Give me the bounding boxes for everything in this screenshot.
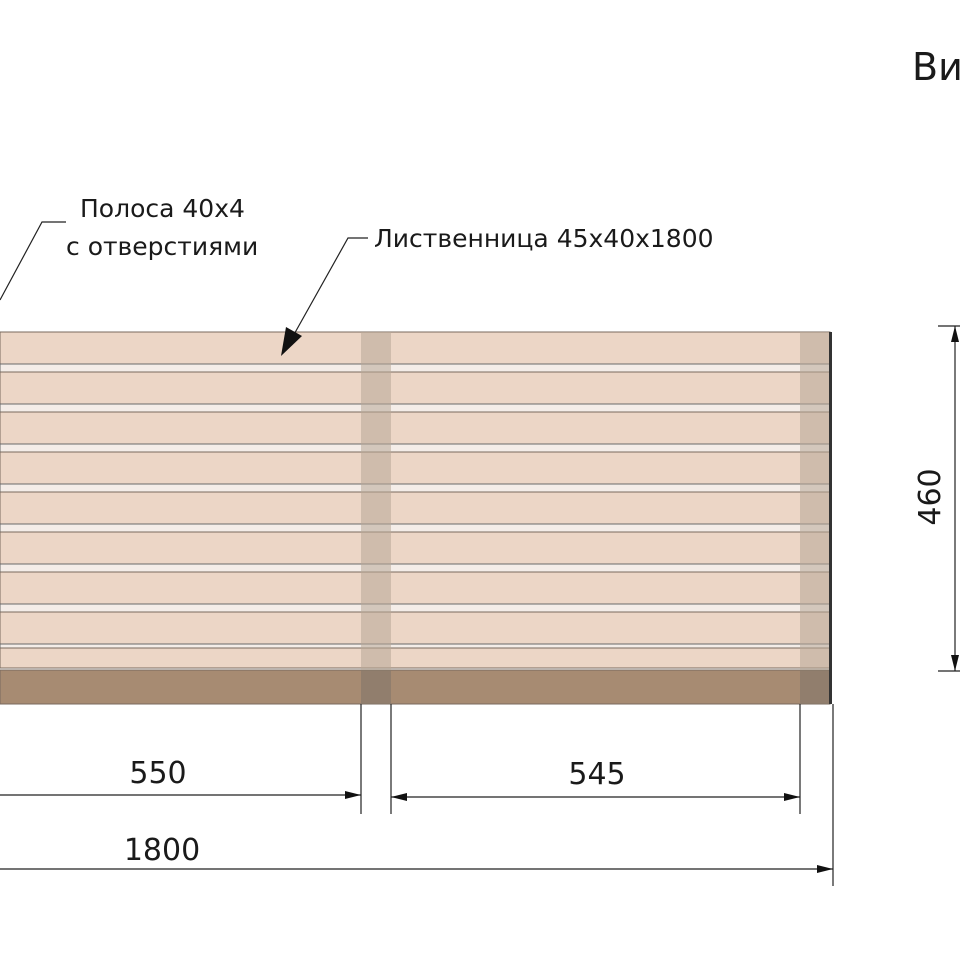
dim-1800-value: 1800 (124, 833, 200, 868)
slat-gap-2 (0, 403, 831, 413)
slat-8 (0, 611, 831, 645)
dim-550-arrow (345, 791, 361, 799)
dimension-1800: 1800 (0, 833, 833, 873)
slat-gap-1 (0, 363, 831, 373)
dim-1800-arrow (817, 865, 833, 873)
base-board (0, 669, 831, 705)
height-arrow-top (951, 326, 959, 342)
slat-gap-4 (0, 483, 831, 493)
larch-leader (291, 237, 368, 339)
slat-9 (0, 647, 831, 669)
dim-545-arrow-left (391, 793, 407, 801)
slat-7 (0, 571, 831, 605)
slat-gap-8 (0, 643, 831, 649)
callout-strip-line1: Полоса 40х4 (80, 194, 245, 223)
height-arrow-bottom (951, 655, 959, 671)
dimension-545: 545 (391, 757, 800, 801)
strip-leader (0, 221, 66, 301)
slat-5 (0, 491, 831, 525)
bench-side-view (0, 331, 832, 705)
extension-lines (360, 704, 834, 886)
dim-545-arrow-right (784, 793, 800, 801)
metal-strip-right (800, 332, 830, 704)
slats (0, 331, 831, 705)
slat-gap-5 (0, 523, 831, 533)
slat-2 (0, 371, 831, 405)
slat-gap-3 (0, 443, 831, 453)
callout-larch: Лиственница 45х40х1800 (374, 224, 714, 253)
larch-arrowhead (281, 327, 302, 356)
metal-strip-middle (361, 332, 391, 704)
metal-strip-right-base (800, 670, 830, 704)
dim-550-value: 550 (129, 756, 186, 791)
slat-3 (0, 411, 831, 445)
metal-strips (361, 332, 832, 704)
dim-545-value: 545 (568, 757, 625, 792)
height-value: 460 (913, 468, 948, 525)
leader-lines (0, 221, 368, 356)
callout-strip-line2: с отверстиями (66, 232, 258, 261)
slat-6 (0, 531, 831, 565)
slat-gap-7 (0, 603, 831, 613)
height-dimension: 460 (913, 325, 960, 672)
view-title: Ви (912, 45, 960, 89)
slat-gap-6 (0, 563, 831, 573)
slat-4 (0, 451, 831, 485)
dimension-550: 550 (0, 756, 361, 799)
metal-strip-middle-base (361, 670, 391, 704)
slat-1 (0, 331, 831, 365)
